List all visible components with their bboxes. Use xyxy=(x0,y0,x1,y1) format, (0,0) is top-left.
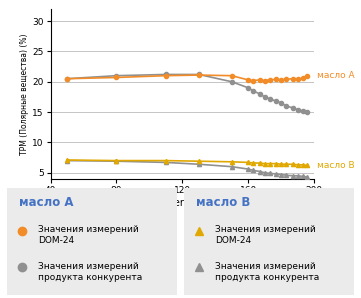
Text: Значения измерений
DOM-24: Значения измерений DOM-24 xyxy=(215,225,316,245)
Text: масло A: масло A xyxy=(317,71,355,80)
Text: масло B: масло B xyxy=(196,196,251,209)
X-axis label: Oil temperature (°C): Oil temperature (°C) xyxy=(132,198,232,207)
Text: масло B: масло B xyxy=(317,161,355,170)
Text: Значения измерений
DOM-24: Значения измерений DOM-24 xyxy=(38,225,139,245)
Text: Значения измерений
продукта конкурента: Значения измерений продукта конкурента xyxy=(38,262,142,282)
Text: масло A: масло A xyxy=(19,196,74,209)
Y-axis label: TPM (Полярные вещества) (%): TPM (Полярные вещества) (%) xyxy=(20,33,29,155)
Text: Значения измерений
продукта конкурента: Значения измерений продукта конкурента xyxy=(215,262,319,282)
